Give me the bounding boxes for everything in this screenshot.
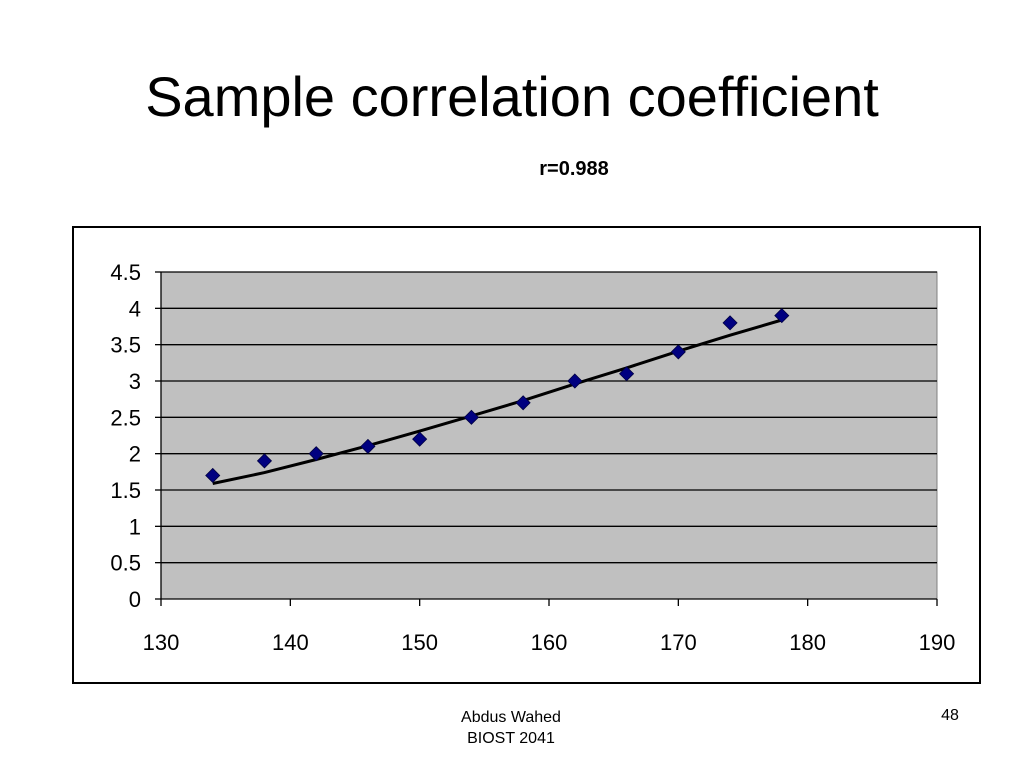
data-point <box>412 431 428 447</box>
y-tick-label: 4 <box>129 296 141 321</box>
y-tick-label: 3.5 <box>110 333 141 358</box>
y-tick-label: 1 <box>129 514 141 539</box>
slide-title: Sample correlation coefficient <box>145 65 879 128</box>
y-tick-label: 2 <box>129 442 141 467</box>
data-point <box>463 409 479 425</box>
data-point <box>360 438 376 454</box>
data-point <box>515 395 531 411</box>
footer-course: BIOST 2041 <box>467 730 555 747</box>
chart-title: r=0.988 <box>539 158 609 180</box>
y-tick-label: 4.5 <box>110 260 141 285</box>
x-tick-label: 150 <box>401 630 438 655</box>
data-point <box>308 446 324 462</box>
footer-author-block: Abdus Wahed BIOST 2041 <box>411 707 611 749</box>
data-point <box>256 453 273 469</box>
x-tick-label: 160 <box>531 630 568 655</box>
data-point <box>774 308 790 324</box>
x-tick-label: 180 <box>789 630 826 655</box>
x-tick-label: 170 <box>660 630 697 655</box>
data-point <box>205 467 221 484</box>
y-tick-label: 3 <box>129 369 141 394</box>
x-tick-label: 140 <box>272 630 309 655</box>
plot-background <box>160 271 938 600</box>
data-point <box>722 315 738 331</box>
footer-author: Abdus Wahed <box>461 709 561 726</box>
data-point <box>619 366 635 382</box>
y-tick-label: 0.5 <box>110 551 141 576</box>
y-tick-label: 1.5 <box>110 478 141 503</box>
x-tick-label: 190 <box>919 630 956 655</box>
page-number: 48 <box>941 707 959 724</box>
x-tick-label: 130 <box>143 630 180 655</box>
trend-line <box>212 318 783 485</box>
y-tick-label: 0 <box>129 587 141 612</box>
y-tick-label: 2.5 <box>110 405 141 430</box>
data-point <box>567 373 583 389</box>
data-point <box>670 344 686 360</box>
